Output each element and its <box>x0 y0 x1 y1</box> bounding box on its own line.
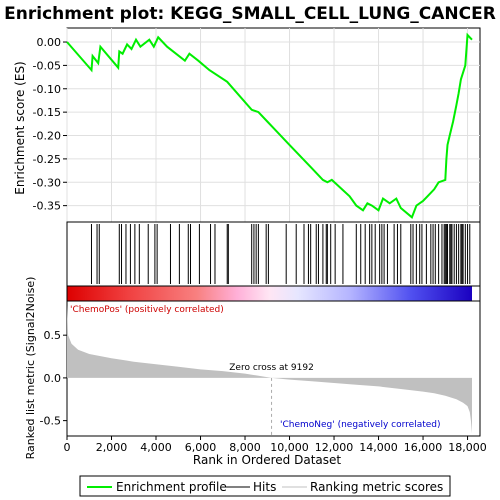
es-y-tick-label: -0.15 <box>33 106 61 119</box>
es-panel-frame <box>67 28 480 222</box>
chart-title: Enrichment plot: KEGG_SMALL_CELL_LUNG_CA… <box>4 4 496 24</box>
x-tick-label: 16,000 <box>404 441 443 454</box>
es-y-tick-label: -0.05 <box>33 59 61 72</box>
x-tick-label: 0 <box>64 441 71 454</box>
es-y-tick-label: -0.25 <box>33 153 61 166</box>
metric-y-tick-label: 0.5 <box>44 329 62 342</box>
metric-y-tick-label: 0.0 <box>44 372 62 385</box>
legend-hits-label: Hits <box>253 480 276 494</box>
metric-y-axis-label: Ranked list metric (Signal2Noise) <box>24 277 37 460</box>
rank-gradient-fill <box>67 286 472 301</box>
es-y-tick-label: -0.10 <box>33 83 61 96</box>
x-tick-label: 14,000 <box>359 441 398 454</box>
legend-enrichment-label: Enrichment profile <box>116 480 227 494</box>
x-axis-label: Rank in Ordered Dataset <box>193 453 341 467</box>
es-y-tick-label: 0.00 <box>37 36 62 49</box>
hits-panel <box>67 222 480 286</box>
es-panel: 0.00-0.05-0.10-0.15-0.20-0.25-0.30-0.35 … <box>13 28 480 222</box>
es-y-ticks: 0.00 -0.05 -0.10 -0.15 -0.20 -0.25 -0.30 -0.35 <box>33 36 67 213</box>
positive-correlation-label: 'ChemoPos' (positively correlated) <box>70 305 224 315</box>
legend: Enrichment profile Hits Ranking metric s… <box>80 476 450 496</box>
x-tick-label: 4,000 <box>140 441 172 454</box>
es-y-tick-label: -0.20 <box>33 130 61 143</box>
es-y-axis-label: Enrichment score (ES) <box>13 61 27 194</box>
negative-correlation-label: 'ChemoNeg' (negatively correlated) <box>280 420 441 430</box>
es-y-tick-label: -0.30 <box>33 176 61 189</box>
x-axis: 0 2,000 4,000 6,000 8,000 10,000 12,000 14,000 1… <box>64 436 487 454</box>
hits-panel-frame <box>67 222 480 286</box>
legend-metric-label: Ranking metric scores <box>310 480 443 494</box>
es-y-tick-label: -0.35 <box>33 200 61 213</box>
x-tick-label: 18,000 <box>448 441 487 454</box>
zero-cross-label: Zero cross at 9192 <box>229 363 314 373</box>
metric-panel: 0.5 0.0 -0.5 'ChemoPos' (positively correl… <box>24 277 480 460</box>
metric-y-ticks: 0.5 0.0 -0.5 <box>40 329 67 427</box>
rank-gradient-bar <box>67 286 480 301</box>
metric-y-tick-label: -0.5 <box>40 415 61 428</box>
x-tick-label: 2,000 <box>96 441 128 454</box>
